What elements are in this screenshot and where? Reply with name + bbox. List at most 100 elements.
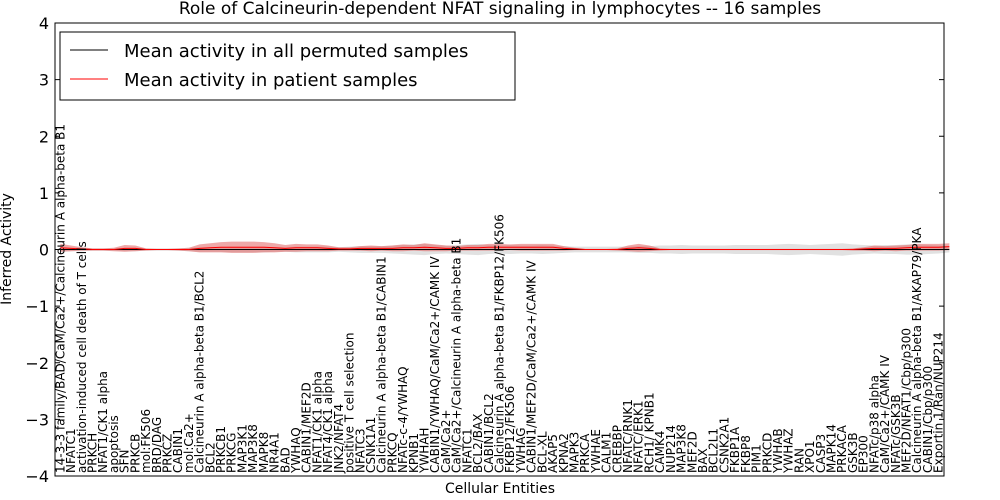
x-tick-label: Calcineurin A alpha-beta B1/BCL2 (193, 271, 207, 473)
x-tick-label: YWHAG (514, 427, 528, 474)
x-tick-label: apoptosis (107, 415, 121, 473)
x-tick-label: CaM/Ca2+/CAMK IV (878, 354, 892, 473)
y-tick-label: 4 (39, 14, 49, 33)
x-tick-label: BCL-XL (535, 431, 549, 473)
x-tick-label: NFAT1/CK1 alpha (310, 371, 324, 473)
x-tick-label: RAN (792, 448, 806, 473)
x-tick-label: CABIN1/MEF2D (300, 382, 314, 473)
x-tick-label: MAP3K8 (675, 424, 689, 473)
x-tick-label: YWHAE (589, 429, 603, 474)
chart-title: Role of Calcineurin-dependent NFAT signa… (179, 0, 821, 19)
x-tick-label: PRKCA (578, 433, 592, 473)
x-tick-label: MAP3K8 (246, 424, 260, 473)
x-tick-label: KPNA2 (557, 433, 571, 473)
y-tick-label: −4 (25, 467, 49, 486)
x-tick-labels: 14-3-3 family/BAD/CaM/Ca2+/Calcineurin A… (53, 124, 945, 474)
x-tick-label: PRKCH (85, 433, 99, 473)
x-tick-label: Calcineurin A alpha-beta B1/AKAP79/PKA (910, 227, 924, 473)
x-tick-label: CREBBP (610, 425, 624, 473)
x-tick-label: BAX (696, 448, 710, 473)
x-tick-label: CABIN1 (171, 428, 185, 473)
x-tick-label: NFATC1 (64, 428, 78, 473)
x-tick-label: MAP3K1 (235, 424, 249, 473)
x-tick-label: positive T cell selection (343, 333, 357, 473)
y-tick-label: 1 (39, 184, 49, 203)
x-tick-label: YWHAZ (782, 428, 796, 474)
x-tick-label: CAMK4 (653, 431, 667, 473)
x-tick-label: activation-induced cell death of T cells (75, 241, 89, 473)
x-tick-label: NFAT4/CK1 alpha (321, 371, 335, 473)
x-tick-label: NFATc/GSK3B (889, 394, 903, 473)
x-tick-label: BRD/DAG (150, 417, 164, 473)
plot-frame (54, 22, 945, 477)
x-tick-label: Calcineurin A alpha-beta B1/CABIN1 (375, 256, 389, 473)
x-tick-label: Exportin 1/Ran/NUP214 (932, 332, 946, 473)
x-tick-label: SFN (118, 450, 132, 474)
x-tick-label: mol:FK506 (139, 409, 153, 473)
x-tick-label: BCL2 (203, 442, 217, 473)
legend: Mean activity in all permuted samples Me… (59, 31, 516, 101)
x-tick-label: CABIN1/BCL2 (482, 393, 496, 473)
x-tick-label: NFATC3 (353, 428, 367, 473)
x-tick-label: NFAT1/CK1 alpha (96, 371, 110, 473)
x-tick-label: NFATC/RNK1 (621, 399, 635, 473)
x-tick-label: NR4A1 (268, 432, 282, 473)
x-tick-label: JNK2/NFAT4 (332, 404, 346, 474)
x-tick-label: CALM1 (600, 432, 614, 473)
x-tick-label: NFATC/ERK1 (632, 400, 646, 473)
y-axis-ticks: −4 −3 −2 −1 0 1 2 3 4 (25, 14, 944, 486)
x-tick-label: CSNK2A1 (717, 417, 731, 473)
series-lines (60, 246, 950, 250)
x-tick-label: PRKCD (760, 433, 774, 473)
x-tick-label: NFATc/p38 alpha (867, 375, 881, 473)
x-tick-label: EP300 (857, 435, 871, 473)
legend-box (59, 31, 516, 101)
x-tick-label: mol:Ca2+ (182, 413, 196, 473)
x-tick-label: GSK3B (846, 432, 860, 473)
x-tick-label: KPNB1 (407, 433, 421, 473)
x-tick-label: CASP3 (814, 434, 828, 473)
x-tick-label: MEF2D/NFAT1/Cbp/p300 (900, 328, 914, 473)
x-tick-label: CaM/Ca2+ (439, 409, 453, 473)
y-tick-label: 3 (39, 71, 49, 90)
x-tick-label: NUP214 (664, 425, 678, 473)
x-tick-label: PRKCG (225, 433, 239, 473)
x-tick-label: CaM/Ca2+/Calcineurin A alpha-beta B1 (450, 238, 464, 473)
x-tick-label: MAPK3 (567, 432, 581, 473)
x-tick-label: CSNK1A1 (364, 417, 378, 473)
x-tick-label: PRKCB1 (214, 426, 228, 473)
x-tick-label: BAD (278, 447, 292, 473)
x-tick-label: BCL2L1 (707, 428, 721, 473)
x-tick-label: XPO1 (803, 440, 817, 473)
x-tick-label: RCH1/ KPNB1 (642, 392, 656, 473)
legend-label-permuted: Mean activity in all permuted samples (124, 41, 468, 62)
x-tick-label: PIM1 (750, 444, 764, 473)
y-tick-label: 2 (39, 127, 49, 146)
y-tick-label: −1 (25, 297, 49, 316)
x-tick-label: 14-3-3 family/BAD/CaM/Ca2+/Calcineurin A… (53, 124, 67, 473)
x-tick-label: PRKACA (835, 424, 849, 473)
x-tick-label: AKAP5 (546, 434, 560, 473)
x-tick-label: CABIN1/Cbp/p300 (921, 366, 935, 473)
x-tick-label: PRKCQ (385, 432, 399, 473)
x-tick-label: PRKCZ (160, 434, 174, 473)
x-tick-label: YWHAQ (289, 427, 303, 474)
x-tick-label: MAPK8 (257, 432, 271, 473)
x-tick-label: BCL2/BAX (471, 414, 485, 473)
x-tick-label: Calcineurin A alpha-beta B1/FKBP12/FK506 (493, 214, 507, 473)
x-tick-label: NFATC1 (460, 428, 474, 473)
y-tick-label: −3 (25, 410, 49, 429)
y-axis-label: Inferred Activity (0, 193, 15, 305)
x-tick-label: MAPK14 (825, 424, 839, 473)
y-tick-label: −2 (25, 354, 49, 373)
legend-label-patient: Mean activity in patient samples (124, 70, 418, 91)
x-tick-label: CABIN1/MEF2D/CaM/Ca2+/CAMK IV (525, 259, 539, 473)
patient-mean-line (60, 246, 950, 250)
x-tick-label: YWHAB (771, 428, 785, 474)
x-tick-label: MEF2D (685, 431, 699, 473)
x-tick-label: CABIN1/YWHAQ/CaM/Ca2+/CAMK IV (428, 256, 442, 473)
x-tick-label: NFATc-c-4/YWHAQ (396, 366, 410, 473)
x-tick-label: FKBP8 (739, 435, 753, 473)
x-tick-label: YWHAH (418, 428, 432, 474)
